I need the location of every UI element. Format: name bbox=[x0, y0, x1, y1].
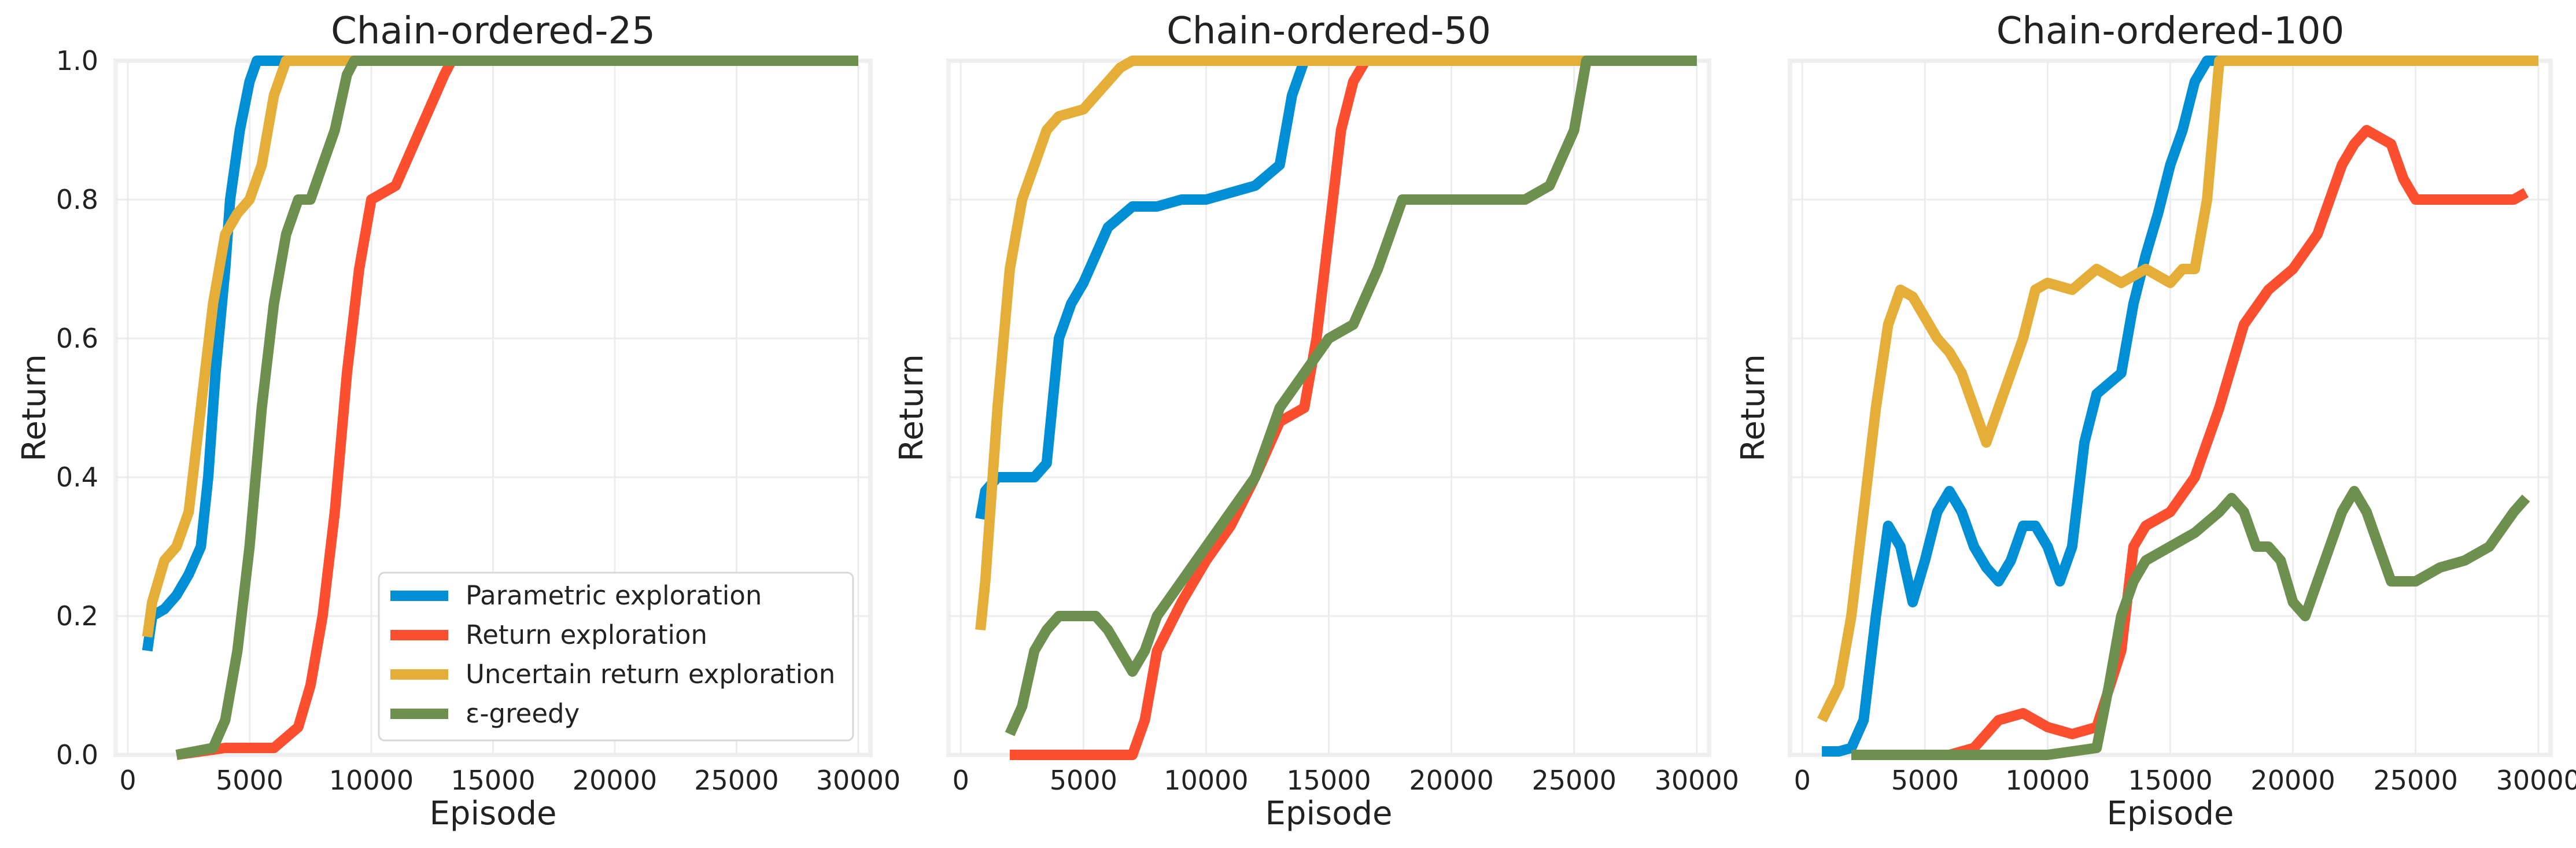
x-tick-label: 25000 bbox=[2374, 765, 2458, 796]
series-line-parametric-exploration bbox=[975, 56, 1697, 520]
legend-label: Parametric exploration bbox=[466, 580, 762, 611]
chart-title: Chain-ordered-100 bbox=[1996, 10, 2345, 53]
x-tick-label: 15000 bbox=[2128, 765, 2212, 796]
series-line-uncertain-return-exploration bbox=[1817, 56, 2538, 722]
x-axis-label: Episode bbox=[1265, 795, 1393, 832]
y-axis-label: Return bbox=[893, 354, 931, 462]
x-axis-label: Episode bbox=[430, 795, 557, 832]
y-tick-label: 0.2 bbox=[56, 600, 98, 632]
chart-title: Chain-ordered-50 bbox=[1167, 10, 1491, 53]
series-line--greedy bbox=[1005, 56, 1697, 736]
x-tick-label: 5000 bbox=[216, 765, 283, 796]
x-tick-label: 0 bbox=[953, 765, 969, 796]
y-tick-label: 0.6 bbox=[56, 323, 98, 354]
x-tick-label: 25000 bbox=[694, 765, 778, 796]
x-tick-label: 30000 bbox=[1655, 765, 1739, 796]
series-line--greedy bbox=[1851, 486, 2530, 760]
series-line-uncertain-return-exploration bbox=[975, 56, 1697, 631]
x-tick-label: 10000 bbox=[329, 765, 414, 796]
x-tick-label: 25000 bbox=[1532, 765, 1617, 796]
x-tick-label: 10000 bbox=[2005, 765, 2090, 796]
series-line-return-exploration bbox=[175, 56, 858, 760]
legend-box bbox=[378, 572, 854, 742]
x-tick-label: 10000 bbox=[1164, 765, 1248, 796]
y-tick-label: 0.8 bbox=[56, 184, 98, 215]
series-line--greedy bbox=[175, 56, 858, 760]
legend-label: ε-greedy bbox=[466, 698, 580, 729]
x-tick-label: 30000 bbox=[816, 765, 901, 796]
y-tick-label: 1.0 bbox=[56, 45, 98, 76]
y-tick-label: 0.0 bbox=[56, 739, 98, 770]
x-tick-label: 0 bbox=[1794, 765, 1811, 796]
series-line-return-exploration bbox=[1948, 125, 2529, 760]
x-tick-label: 20000 bbox=[573, 765, 657, 796]
series-line-uncertain-return-exploration bbox=[142, 56, 858, 638]
series-line-parametric-exploration bbox=[1822, 56, 2538, 757]
y-axis-label: Return bbox=[1734, 354, 1772, 462]
x-tick-label: 15000 bbox=[451, 765, 535, 796]
x-tick-label: 15000 bbox=[1286, 765, 1371, 796]
x-tick-label: 0 bbox=[119, 765, 136, 796]
legend-label: Return exploration bbox=[466, 620, 707, 650]
x-axis-label: Episode bbox=[2107, 795, 2234, 832]
legend-label: Uncertain return exploration bbox=[466, 659, 835, 690]
y-tick-label: 0.4 bbox=[56, 462, 98, 493]
series-line-parametric-exploration bbox=[142, 56, 858, 652]
x-tick-label: 20000 bbox=[1409, 765, 1493, 796]
x-tick-label: 20000 bbox=[2250, 765, 2335, 796]
x-tick-label: 5000 bbox=[1891, 765, 1959, 796]
x-tick-label: 5000 bbox=[1050, 765, 1117, 796]
chart-title: Chain-ordered-25 bbox=[331, 10, 655, 53]
x-tick-label: 30000 bbox=[2496, 765, 2576, 796]
y-axis-label: Return bbox=[16, 354, 53, 462]
